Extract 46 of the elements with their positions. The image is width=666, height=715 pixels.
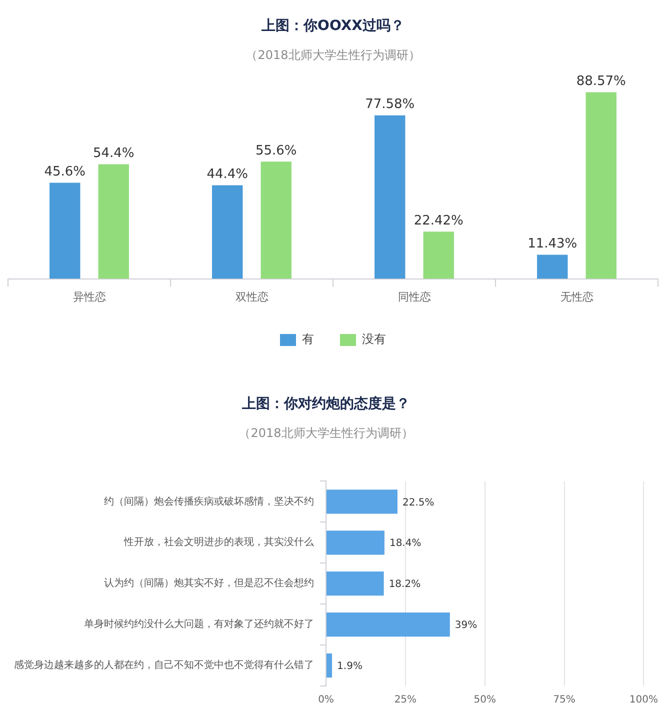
y-tick-label: 约（间隔）炮会传播疾病或破坏感情，坚决不约 xyxy=(104,495,314,508)
bar xyxy=(212,185,243,279)
y-tick-label: 认为约（间隔）炮其实不好，但是忍不住会想约 xyxy=(104,577,314,590)
y-tick-label: 单身时候约约没什么大问题，有对象了还约就不好了 xyxy=(84,618,314,630)
x-tick-label: 100% xyxy=(629,694,658,706)
bar xyxy=(326,572,384,596)
x-tick-label: 0% xyxy=(318,694,334,706)
bar xyxy=(326,530,384,555)
data-label: 77.58% xyxy=(365,97,415,112)
data-label: 44.4% xyxy=(206,167,248,182)
data-label: 55.6% xyxy=(255,144,297,159)
bar xyxy=(586,92,616,279)
chart-title: 上图：你OOXX过吗？ xyxy=(260,18,404,34)
x-tick-label: 同性恋 xyxy=(398,290,431,304)
bar xyxy=(98,164,129,279)
x-tick-label: 无性恋 xyxy=(560,290,594,304)
data-label: 54.4% xyxy=(92,146,134,162)
bar xyxy=(326,490,398,514)
y-tick-label: 性开放，社会文明进步的表现，其实没什么 xyxy=(123,536,314,548)
y-tick-label: 感觉身边越来越多的人都在约，自己不知不觉中也不觉得有什么错了 xyxy=(14,659,314,672)
data-label: 1.9% xyxy=(337,661,362,672)
x-tick-label: 75% xyxy=(553,694,576,706)
data-label: 18.4% xyxy=(389,538,422,550)
x-tick-label: 50% xyxy=(474,694,496,706)
x-tick-label: 异性恋 xyxy=(72,290,106,304)
data-label: 45.6% xyxy=(44,164,86,180)
chart-subtitle: （2018北师大学生性行为调研） xyxy=(238,426,414,440)
bar xyxy=(326,653,332,678)
data-label: 88.57% xyxy=(576,74,626,90)
bar xyxy=(260,162,292,279)
chart-title: 上图：你对约炮的态度是？ xyxy=(241,395,410,412)
data-label: 39% xyxy=(454,620,478,632)
bar xyxy=(374,115,406,279)
bar xyxy=(326,612,450,637)
legend-label: 有 xyxy=(302,332,314,346)
data-label: 22.5% xyxy=(402,497,434,508)
data-label: 18.2% xyxy=(388,579,421,590)
x-tick-label: 25% xyxy=(394,694,417,706)
bar xyxy=(50,182,80,279)
legend-label: 没有 xyxy=(362,332,386,346)
chart-subtitle: （2018北师大学生性行为调研） xyxy=(246,48,420,62)
x-tick-label: 双性恋 xyxy=(235,290,268,304)
bar xyxy=(423,232,454,279)
data-label: 22.42% xyxy=(414,213,464,228)
bar xyxy=(537,254,568,279)
data-label: 11.43% xyxy=(528,236,578,252)
